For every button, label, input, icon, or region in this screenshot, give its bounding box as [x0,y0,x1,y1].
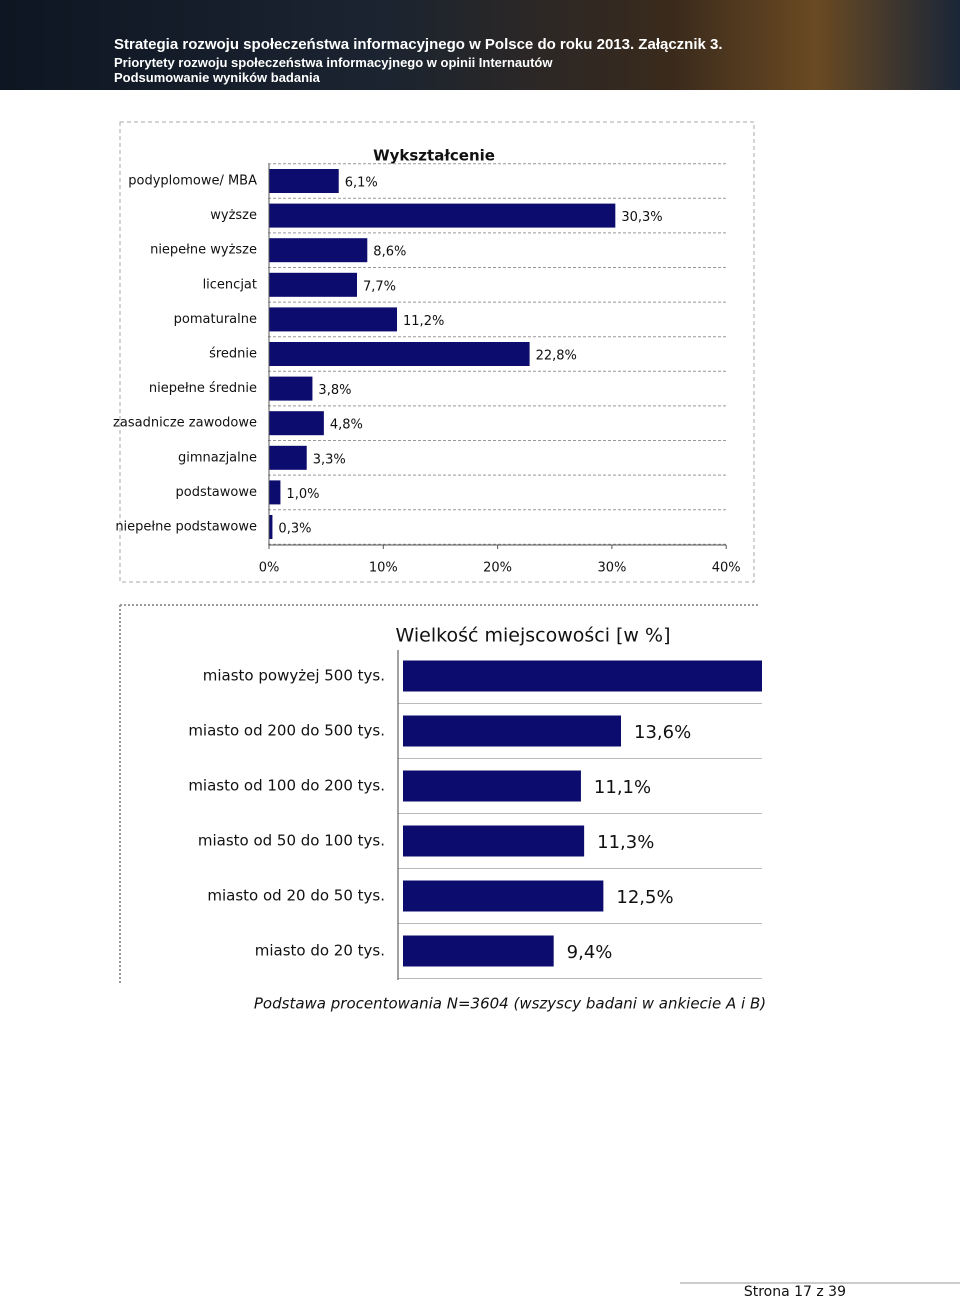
value-label: 8,6% [373,245,406,260]
category-label: miasto do 20 tys. [255,942,385,960]
bar [403,770,581,802]
category-label: podstawowe [175,485,257,500]
category-label: miasto od 20 do 50 tys. [207,887,385,905]
header-subtitle: Priorytety rozwoju społeczeństwa informa… [114,55,553,70]
bar [269,515,273,539]
category-label: średnie [209,347,257,362]
header-section: Podsumowanie wyników badania [114,70,320,85]
bar [403,825,585,857]
value-label: 3,8% [318,383,351,398]
bar [403,660,762,692]
category-label: miasto od 100 do 200 tys. [188,777,385,795]
bar [269,445,307,470]
bar [269,169,339,193]
x-tick-label: 20% [483,561,512,576]
bar [269,376,313,401]
bar [269,307,398,332]
page-number: Strona 17 z 39 [744,1284,846,1298]
chart-frame [119,604,760,985]
bar [403,715,622,747]
value-label: 3,3% [313,452,346,467]
category-label: wyższe [210,208,257,223]
chart [403,660,762,967]
x-tick-label: 40% [712,561,741,576]
category-label: zasadnicze zawodowe [113,416,257,431]
x-tick-label: 0% [259,561,280,576]
value-label: 12,5% [616,887,673,908]
category-label: licencjat [203,277,257,292]
value-label: 11,3% [597,832,654,853]
header-banner: Strategia rozwoju społeczeństwa informac… [0,0,960,90]
bar [269,480,281,505]
bar [269,272,358,297]
category-label: miasto od 200 do 500 tys. [188,722,385,740]
bar [403,880,604,912]
value-label: 11,1% [594,777,651,798]
chart-title: Wykształcenie [373,147,495,165]
bar [269,411,324,436]
chart-title: Wielkość miejscowości [w %] [396,625,671,647]
value-label: 6,1% [345,176,378,191]
value-label: 7,7% [363,279,396,294]
value-label: 11,2% [403,314,444,329]
category-label: niepełne podstawowe [115,520,257,535]
category-label: niepełne średnie [149,381,257,396]
x-tick-label: 30% [597,561,626,576]
value-label: 30,3% [621,210,662,225]
value-label: 9,4% [567,942,613,963]
category-label: gimnazjalne [178,450,257,465]
value-label: 13,6% [634,722,691,743]
value-label: 4,8% [330,418,363,433]
bar [269,342,530,366]
bar [269,238,368,263]
category-label: miasto powyżej 500 tys. [203,667,385,685]
x-tick-label: 10% [369,561,398,576]
category-label: niepełne wyższe [150,243,257,258]
chart [269,169,616,539]
footnote: Podstawa procentowania N=3604 (wszyscy b… [254,995,766,1013]
header-title: Strategia rozwoju społeczeństwa informac… [114,36,723,53]
bar [403,935,554,967]
value-label: 0,3% [278,522,311,537]
value-label: 1,0% [286,487,319,502]
category-label: pomaturalne [174,312,257,327]
chart-frame [119,121,755,583]
category-label: miasto od 50 do 100 tys. [198,832,385,850]
value-label: 22,8% [536,349,577,364]
bar [269,203,616,228]
category-label: podyplomowe/ MBA [128,174,257,189]
